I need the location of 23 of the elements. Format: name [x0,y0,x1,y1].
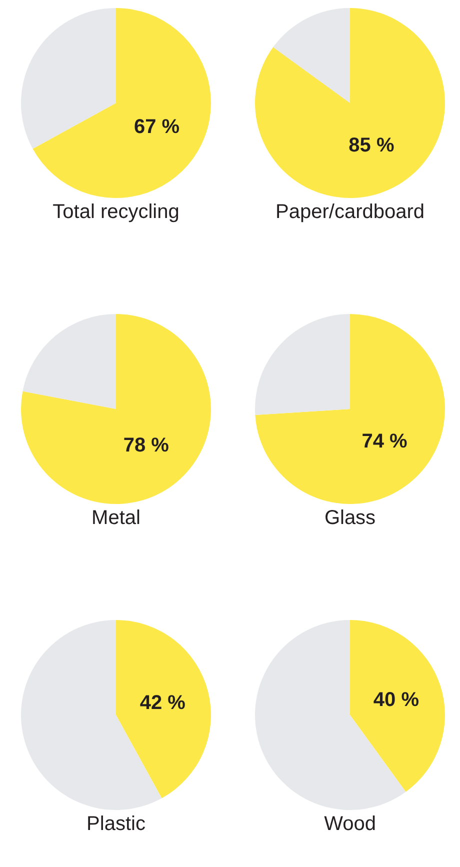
data-label: 40 % [373,688,420,711]
pie-slice [22,314,116,409]
pie-slice [32,8,211,198]
data-label: 85 % [348,134,394,156]
pie-slice [273,8,350,103]
data-label: 78 % [123,434,170,457]
pie-slice [350,620,445,792]
data-label: 74 % [362,430,408,453]
pie-slice [21,620,162,810]
pie-slice [21,314,211,504]
text: Metal [92,507,140,529]
text: Glass [324,507,376,529]
pie-slice [255,314,350,415]
data-label: 67 % [134,116,180,138]
text: Wood [324,813,376,835]
text: Paper/cardboard [276,201,424,223]
data-label: 42 % [140,692,186,714]
text: Plastic [86,813,146,835]
pie-slice [21,8,116,149]
pie-slice [255,8,445,198]
pie-slice [116,620,211,798]
text: Total recycling [52,201,180,223]
pie-slice [255,314,445,504]
